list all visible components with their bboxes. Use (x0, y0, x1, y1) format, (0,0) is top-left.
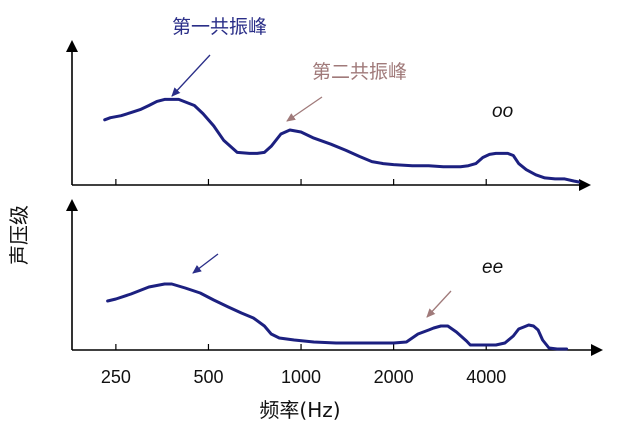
x-tick-labels: 250 500 1000 2000 4000 (101, 367, 506, 387)
x-tick-label-1000: 1000 (281, 367, 321, 387)
second-formant-arrow (286, 96, 323, 122)
x-tick-label-4000: 4000 (466, 367, 506, 387)
oo-spectrum-line (103, 97, 581, 184)
first-formant-annotation: 第一共振峰 (172, 16, 267, 38)
ee-first-formant-arrow (192, 253, 219, 274)
first-formant-arrow (171, 54, 211, 97)
top-panel-axes (66, 40, 591, 191)
x-tick-label-2000: 2000 (374, 367, 414, 387)
bottom-panel-axes (66, 199, 603, 356)
second-formant-annotation: 第二共振峰 (312, 61, 407, 83)
x-tick-label-250: 250 (101, 367, 131, 387)
bottom-panel-ticks (115, 344, 487, 350)
x-tick-label-500: 500 (193, 367, 223, 387)
y-axis-title: 声压级 (7, 205, 31, 265)
ee-vowel-label: ee (482, 257, 503, 278)
top-panel-ticks (115, 179, 487, 185)
ee-second-formant-arrow (426, 290, 452, 318)
oo-vowel-label: oo (492, 101, 513, 122)
annotations: 第一共振峰 第二共振峰 (171, 16, 452, 318)
x-axis-title: 频率(Hz) (259, 398, 340, 422)
ee-spectrum-line (106, 282, 569, 351)
